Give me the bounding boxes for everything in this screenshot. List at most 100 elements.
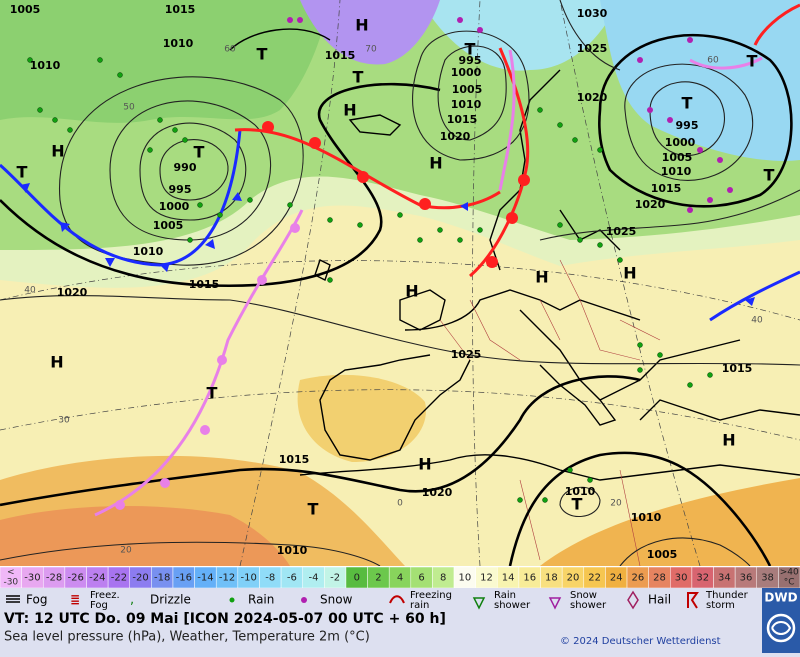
- latitude-label: 30: [58, 416, 70, 426]
- icon-drizzle: ,: [130, 593, 134, 608]
- isobar-label: 1025: [577, 42, 608, 55]
- rain-symbol: [147, 147, 153, 153]
- scale-label: -26: [68, 573, 84, 584]
- isobar-label: 1000: [159, 200, 190, 213]
- weather-legend-label: shower: [494, 600, 531, 611]
- rain-symbol: [617, 257, 623, 263]
- pressure-center: T: [308, 500, 319, 519]
- isobar-label: 1015: [189, 278, 220, 291]
- rain-symbol: [197, 202, 203, 208]
- weather-legend-label: Hail: [648, 593, 671, 607]
- isobar-label: 995: [459, 54, 482, 67]
- scale-label: -20: [132, 573, 148, 584]
- isobar-label: 995: [169, 183, 192, 196]
- scale-label: -2: [330, 573, 340, 584]
- dwd-logo-ring: [766, 613, 796, 643]
- scale-label: 2: [375, 573, 381, 584]
- rain-symbol: [327, 217, 333, 223]
- rain-symbol: [537, 107, 543, 113]
- isobar-label: 1015: [722, 362, 753, 375]
- scale-label: 38: [761, 573, 774, 584]
- snow-symbol: [707, 197, 713, 203]
- snow-symbol: [717, 157, 723, 163]
- scale-label: 6: [418, 573, 424, 584]
- scale-label: 16: [523, 573, 536, 584]
- isobar-label: 1025: [606, 225, 637, 238]
- pressure-center: H: [343, 101, 356, 120]
- isobar-label: 1000: [665, 136, 696, 149]
- rain-symbol: [637, 342, 643, 348]
- rain-symbol: [97, 57, 103, 63]
- temp-zone-blue: [600, 0, 800, 161]
- icon-freezing-fog: ≣: [70, 593, 80, 607]
- isobar-label: 1010: [661, 165, 692, 178]
- dwd-logo-text: DWD: [764, 591, 797, 605]
- scale-label: -18: [154, 573, 170, 584]
- snow-symbol: [687, 37, 693, 43]
- scale-below-label: <: [7, 568, 15, 578]
- weather-legend-label: Fog: [90, 600, 108, 611]
- borders: [439, 259, 661, 566]
- isobar-label: 1025: [451, 348, 482, 361]
- pressure-center: H: [535, 268, 548, 287]
- rain-symbol: [567, 467, 573, 473]
- latitude-label: 70: [365, 45, 377, 55]
- isobar-label: 1015: [325, 49, 356, 62]
- rain-symbol: [477, 227, 483, 233]
- rain-symbol: [597, 147, 603, 153]
- snow-symbol: [687, 207, 693, 213]
- icon-hail: [627, 590, 639, 610]
- pressure-center: H: [51, 142, 64, 161]
- weather-legend-label: storm: [706, 600, 735, 611]
- isobar-label: 1010: [163, 37, 194, 50]
- temperature-scale: <-30 -30 -28 -26 -24 -22 -20 -18 -16 -14 -12 -10 -8-…: [0, 566, 800, 589]
- scale-label: -22: [111, 573, 127, 584]
- pressure-center: H: [722, 431, 735, 450]
- isobar-label: 1005: [662, 151, 693, 164]
- icon-rain-shower: [472, 597, 486, 610]
- isobar-label: 1015: [165, 3, 196, 16]
- weather-legend-label: Fog: [26, 593, 47, 607]
- scale-label: 26: [631, 573, 644, 584]
- isobar-label: 1005: [452, 83, 483, 96]
- temp-zone-hot-east: [540, 478, 800, 566]
- pressure-center: H: [50, 353, 63, 372]
- weather-legend-bg: [0, 588, 762, 612]
- scale-label: 18: [545, 573, 558, 584]
- pressure-center: H: [405, 282, 418, 301]
- rain-symbol: [327, 277, 333, 283]
- snow-symbol: [637, 57, 643, 63]
- latitude-label: 0: [397, 499, 403, 509]
- scale-label: 32: [696, 573, 709, 584]
- rain-symbol: [557, 222, 563, 228]
- pressure-center: H: [429, 154, 442, 173]
- weather-legend-label: Freez.: [90, 590, 120, 601]
- weather-legend-label: Freezing: [410, 590, 452, 601]
- isobar-label: 1020: [577, 91, 608, 104]
- scale-label: -14: [197, 573, 213, 584]
- rain-symbol: [637, 367, 643, 373]
- weather-legend-label: rain: [410, 600, 429, 611]
- scale-label: 4: [397, 573, 403, 584]
- isobar-label: 1005: [153, 219, 184, 232]
- scale-label: -30: [24, 573, 40, 584]
- weather-symbols: [27, 17, 733, 503]
- temp-zone-very-hot: [0, 505, 290, 566]
- latitude-label: 20: [610, 499, 622, 509]
- scale-label: 22: [588, 573, 601, 584]
- scale-label: 14: [502, 573, 515, 584]
- scale-label: 30: [675, 573, 688, 584]
- rain-symbol: [287, 202, 293, 208]
- valid-time: VT: 12 UTC Do. 09 Mai [ICON 2024-05-07 0…: [4, 611, 446, 627]
- pressure-center: H: [418, 455, 431, 474]
- pressure-center: T: [194, 143, 205, 162]
- snow-symbol: [297, 17, 303, 23]
- weather-legend: Fog ≣ Freez.Fog, Drizzle Rain Snow Freezingrai…: [6, 590, 749, 611]
- snow-symbol: [697, 147, 703, 153]
- isobar-label: 1010: [30, 59, 61, 72]
- isobar-label: 1020: [635, 198, 666, 211]
- snow-symbol: [477, 27, 483, 33]
- weather-legend-label: Rain: [248, 593, 274, 607]
- latitude-label: 40: [24, 286, 36, 296]
